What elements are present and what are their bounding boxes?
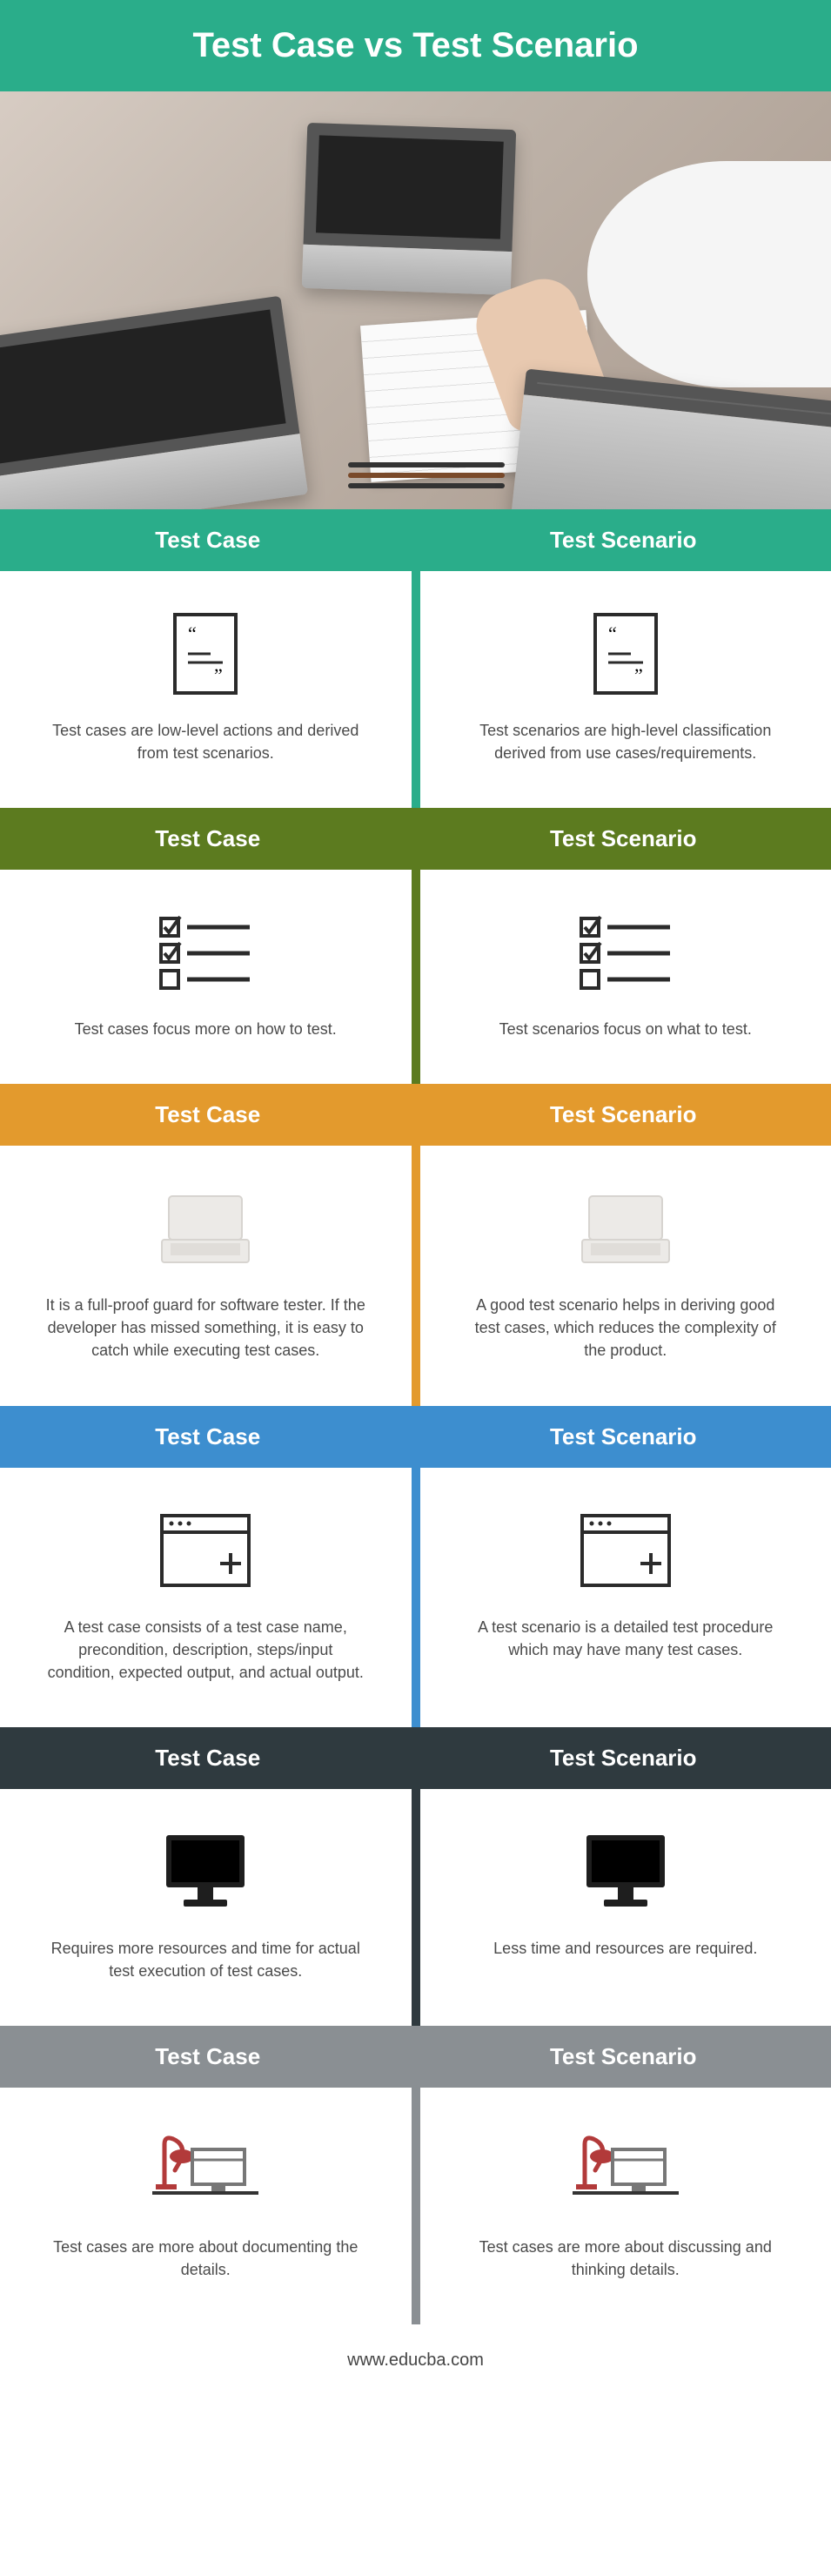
divider xyxy=(412,571,420,808)
divider xyxy=(412,1468,420,1727)
right-text: Test cases are more about discussing and… xyxy=(464,2236,788,2281)
hero-image xyxy=(0,91,831,509)
right-cell: Less time and resources are required. xyxy=(420,1789,831,2026)
right-cell: A test scenario is a detailed test proce… xyxy=(420,1468,831,1727)
monitor-icon xyxy=(44,1824,368,1920)
document-icon: “ ” xyxy=(44,606,368,702)
comparison-row: It is a full-proof guard for software te… xyxy=(0,1146,831,1405)
right-cell: “ ” Test scenarios are high-level classi… xyxy=(420,571,831,808)
laptop-icon xyxy=(44,1180,368,1276)
section-header: Test Case Test Scenario xyxy=(0,1406,831,1468)
section-header: Test Case Test Scenario xyxy=(0,509,831,571)
page-title: Test Case vs Test Scenario xyxy=(0,0,831,91)
checklist-icon xyxy=(44,905,368,1000)
left-cell: A test case consists of a test case name… xyxy=(0,1468,412,1727)
desk-icon xyxy=(44,2122,368,2218)
comparison-row: Test cases are more about documenting th… xyxy=(0,2088,831,2324)
section-header: Test Case Test Scenario xyxy=(0,808,831,870)
svg-text:“: “ xyxy=(608,622,617,644)
right-text: Test scenarios are high-level classifica… xyxy=(464,719,788,764)
right-header-label: Test Scenario xyxy=(416,808,831,870)
left-text: Test cases are more about documenting th… xyxy=(44,2236,368,2281)
left-text: Test cases focus more on how to test. xyxy=(44,1018,368,1040)
right-header-label: Test Scenario xyxy=(416,1406,831,1468)
divider xyxy=(412,2088,420,2324)
section-header: Test Case Test Scenario xyxy=(0,1084,831,1146)
right-text: Less time and resources are required. xyxy=(464,1937,788,1960)
left-cell: It is a full-proof guard for software te… xyxy=(0,1146,412,1405)
left-header-label: Test Case xyxy=(0,1406,416,1468)
svg-text:”: ” xyxy=(214,664,223,686)
window-icon xyxy=(44,1503,368,1598)
left-cell: “ ” Test cases are low-level actions and… xyxy=(0,571,412,808)
left-text: Requires more resources and time for act… xyxy=(44,1937,368,1982)
laptop-icon xyxy=(464,1180,788,1276)
right-header-label: Test Scenario xyxy=(416,1084,831,1146)
left-header-label: Test Case xyxy=(0,808,416,870)
right-header-label: Test Scenario xyxy=(416,2026,831,2088)
footer-url: www.educba.com xyxy=(0,2324,831,2405)
checklist-icon xyxy=(464,905,788,1000)
left-text: A test case consists of a test case name… xyxy=(44,1616,368,1684)
left-header-label: Test Case xyxy=(0,509,416,571)
right-text: Test scenarios focus on what to test. xyxy=(464,1018,788,1040)
left-header-label: Test Case xyxy=(0,1084,416,1146)
comparison-row: “ ” Test cases are low-level actions and… xyxy=(0,571,831,808)
divider xyxy=(412,1146,420,1405)
desk-icon xyxy=(464,2122,788,2218)
left-header-label: Test Case xyxy=(0,2026,416,2088)
left-cell: Test cases focus more on how to test. xyxy=(0,870,412,1084)
divider xyxy=(412,870,420,1084)
right-header-label: Test Scenario xyxy=(416,1727,831,1789)
left-cell: Test cases are more about documenting th… xyxy=(0,2088,412,2324)
document-icon: “ ” xyxy=(464,606,788,702)
left-header-label: Test Case xyxy=(0,1727,416,1789)
svg-text:”: ” xyxy=(634,664,643,686)
left-text: It is a full-proof guard for software te… xyxy=(44,1294,368,1362)
left-text: Test cases are low-level actions and der… xyxy=(44,719,368,764)
divider xyxy=(412,1789,420,2026)
left-cell: Requires more resources and time for act… xyxy=(0,1789,412,2026)
right-header-label: Test Scenario xyxy=(416,509,831,571)
right-text: A good test scenario helps in deriving g… xyxy=(464,1294,788,1362)
svg-text:“: “ xyxy=(188,622,197,644)
comparison-row: Requires more resources and time for act… xyxy=(0,1789,831,2026)
comparison-row: A test case consists of a test case name… xyxy=(0,1468,831,1727)
right-text: A test scenario is a detailed test proce… xyxy=(464,1616,788,1661)
monitor-icon xyxy=(464,1824,788,1920)
window-icon xyxy=(464,1503,788,1598)
section-header: Test Case Test Scenario xyxy=(0,2026,831,2088)
right-cell: Test scenarios focus on what to test. xyxy=(420,870,831,1084)
right-cell: A good test scenario helps in deriving g… xyxy=(420,1146,831,1405)
section-header: Test Case Test Scenario xyxy=(0,1727,831,1789)
comparison-row: Test cases focus more on how to test. Te… xyxy=(0,870,831,1084)
right-cell: Test cases are more about discussing and… xyxy=(420,2088,831,2324)
